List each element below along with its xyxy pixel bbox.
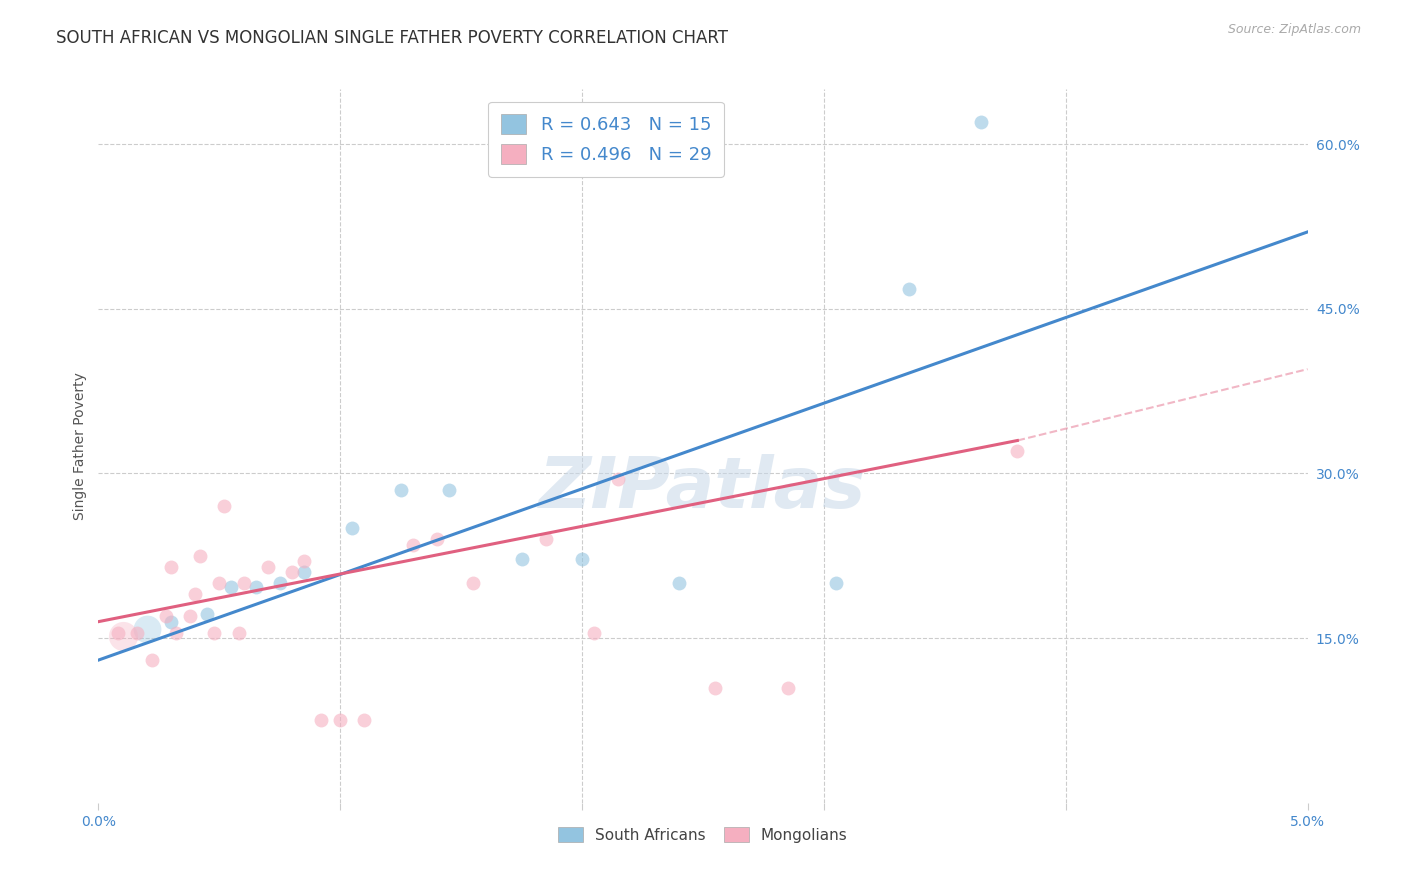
Point [463, 576, 485, 591]
Point [212, 500, 235, 514]
Point [292, 566, 315, 580]
Point [269, 576, 291, 591]
Text: Source: ZipAtlas.com: Source: ZipAtlas.com [1227, 23, 1361, 37]
Point [245, 580, 267, 594]
Point [704, 681, 727, 695]
Point [510, 552, 533, 566]
Point [228, 625, 250, 640]
Point [571, 552, 593, 566]
Point [281, 566, 304, 580]
Point [111, 629, 134, 643]
Point [329, 714, 352, 728]
Point [970, 115, 993, 129]
Y-axis label: Single Father Poverty: Single Father Poverty [73, 372, 87, 520]
Legend: South Africans, Mongolians: South Africans, Mongolians [553, 821, 853, 848]
Point [292, 554, 315, 568]
Point [184, 587, 207, 601]
Point [135, 623, 157, 637]
Point [195, 607, 218, 621]
Point [668, 576, 690, 591]
Point [1007, 444, 1029, 458]
Point [342, 521, 364, 535]
Point [309, 714, 332, 728]
Point [208, 576, 231, 591]
Point [221, 580, 243, 594]
Point [353, 714, 375, 728]
Point [155, 609, 177, 624]
Point [897, 282, 920, 296]
Point [179, 609, 201, 624]
Point [607, 472, 630, 486]
Point [437, 483, 460, 497]
Point [160, 615, 183, 629]
Point [107, 625, 129, 640]
Point [402, 538, 425, 552]
Point [127, 625, 149, 640]
Point [534, 533, 557, 547]
Point [165, 625, 187, 640]
Point [776, 681, 799, 695]
Point [204, 625, 226, 640]
Text: ZIPatlas: ZIPatlas [540, 454, 866, 524]
Point [426, 533, 449, 547]
Point [583, 625, 606, 640]
Point [188, 549, 211, 563]
Point [256, 559, 278, 574]
Point [160, 559, 183, 574]
Point [141, 653, 163, 667]
Point [825, 576, 848, 591]
Point [232, 576, 254, 591]
Text: SOUTH AFRICAN VS MONGOLIAN SINGLE FATHER POVERTY CORRELATION CHART: SOUTH AFRICAN VS MONGOLIAN SINGLE FATHER… [56, 29, 728, 47]
Point [389, 483, 412, 497]
